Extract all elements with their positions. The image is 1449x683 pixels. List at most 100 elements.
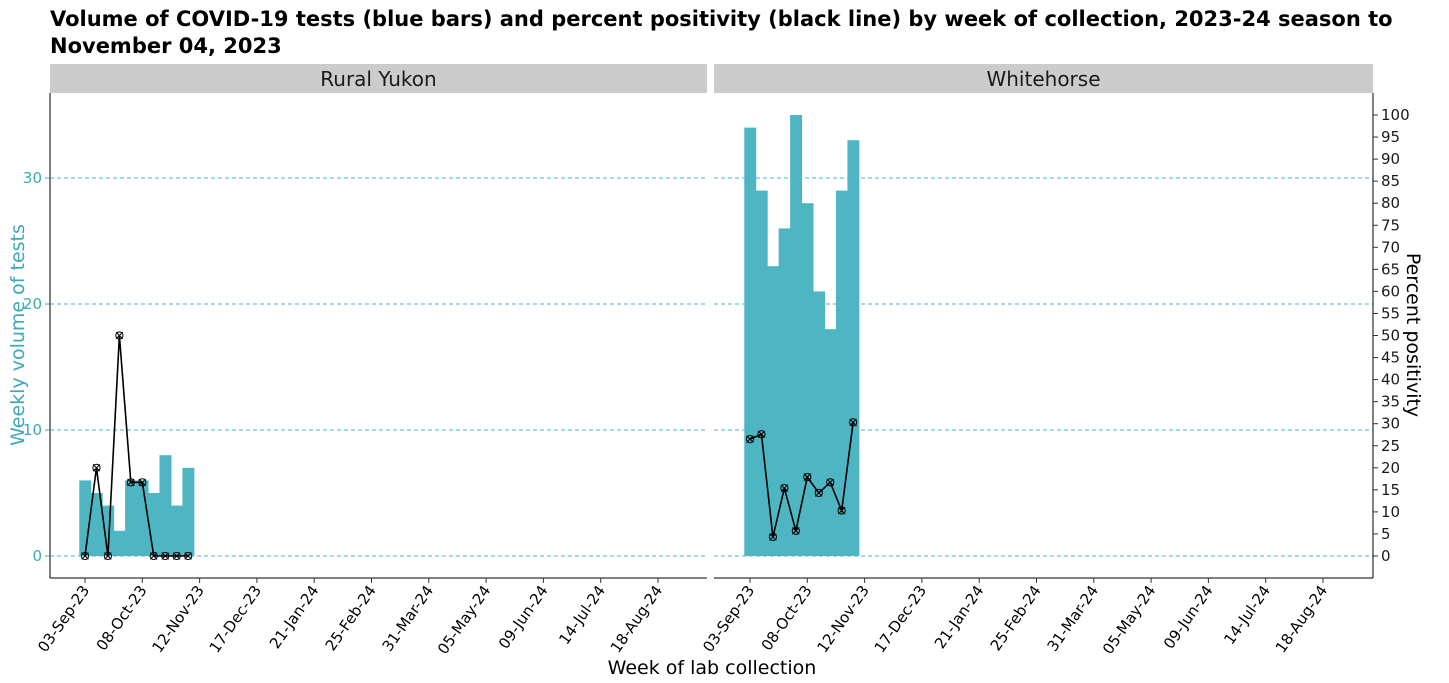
y2-tick-label: 65 xyxy=(1381,260,1400,278)
positivity-line xyxy=(749,422,854,538)
positivity-point xyxy=(115,331,124,340)
x-tick-label: 18-Aug-24 xyxy=(1272,582,1331,656)
y-axis-title: Weekly volume of tests xyxy=(7,224,29,446)
y2-tick-label: 95 xyxy=(1381,128,1400,146)
positivity-point xyxy=(814,488,823,498)
panel-strip xyxy=(714,64,1373,93)
x-tick-label: 08-Oct-23 xyxy=(93,582,151,654)
positivity-point xyxy=(172,551,181,561)
y2-tick-label: 35 xyxy=(1381,393,1400,411)
panel-strip xyxy=(50,64,707,93)
chart-title: Volume of COVID-19 tests (blue bars) and… xyxy=(50,7,1393,58)
positivity-point xyxy=(768,532,778,542)
bar xyxy=(159,455,172,556)
bar xyxy=(113,530,126,556)
y2-tick-label: 90 xyxy=(1381,150,1400,168)
y2-tick-label: 100 xyxy=(1381,106,1410,124)
positivity-point xyxy=(780,483,789,493)
panel-whitehorse: Whitehorse 03-Sep-23 08-Oct-2312-Nov-2317-… xyxy=(699,64,1373,658)
y2-axis-title: Percent positivity xyxy=(1402,253,1424,417)
x-tick-label: 17-Dec-23 xyxy=(206,582,266,656)
y2-tick-label: 85 xyxy=(1381,172,1400,190)
bar xyxy=(813,291,825,556)
x-axis-title: Week of lab collection xyxy=(608,657,817,679)
bar xyxy=(801,203,814,556)
x-tick-label: 14-Jul-24 xyxy=(555,582,609,648)
x-tick-label: 25-Feb-24 xyxy=(322,582,380,654)
x-tick-label: 03-Sep-23 xyxy=(699,582,758,656)
y2-tick-label: 55 xyxy=(1381,304,1400,322)
y2-tick-label: 40 xyxy=(1381,371,1400,389)
bar xyxy=(744,127,757,556)
y2-tick-label: 25 xyxy=(1381,437,1400,455)
y2-tick-label: 50 xyxy=(1381,327,1400,345)
positivity-point xyxy=(791,526,800,535)
x-tick-label: 25-Feb-24 xyxy=(987,582,1045,654)
positivity-point xyxy=(745,435,755,444)
positivity-point xyxy=(103,551,113,561)
y2-tick-label: 45 xyxy=(1381,349,1400,367)
panel-strip-label: Rural Yukon xyxy=(320,67,436,91)
y2-tick-label: 60 xyxy=(1381,282,1400,300)
bar xyxy=(824,329,837,556)
bar xyxy=(170,505,183,556)
positivity-point xyxy=(757,430,766,439)
bar xyxy=(182,467,195,556)
x-tick-label: 03-Sep-23 xyxy=(34,582,93,656)
y-tick-label: 10 xyxy=(23,421,42,439)
panel-strip-label: Whitehorse xyxy=(986,67,1100,91)
positivity-point xyxy=(837,506,846,515)
bar xyxy=(136,480,149,556)
y2-tick-label: 10 xyxy=(1381,503,1400,521)
bar xyxy=(847,140,860,556)
bar xyxy=(90,493,103,556)
bar xyxy=(755,190,768,556)
bar xyxy=(148,493,160,556)
positivity-point xyxy=(803,472,812,482)
panel-rural-yukon: Rural Yukon 03-Sep-23 08-Oct-2312-Nov-2317… xyxy=(34,64,707,658)
bar xyxy=(767,266,780,556)
bar xyxy=(835,190,848,556)
y-tick-label: 0 xyxy=(32,547,42,565)
y2-tick-label: 5 xyxy=(1381,525,1391,543)
x-tick-label: 18-Aug-24 xyxy=(607,582,666,656)
y2-tick-label: 80 xyxy=(1381,194,1400,212)
bar xyxy=(125,480,138,556)
y2-tick-label: 15 xyxy=(1381,481,1400,499)
x-tick-label: 17-Dec-23 xyxy=(871,582,931,656)
x-tick-label: 31-Mar-24 xyxy=(379,582,438,655)
y-tick-label: 30 xyxy=(23,169,42,187)
positivity-line xyxy=(84,335,189,557)
x-tick-label: 09-Jun-24 xyxy=(495,582,552,652)
positivity-point xyxy=(138,478,147,487)
positivity-point xyxy=(849,418,858,427)
positivity-point xyxy=(826,478,835,487)
y2-tick-label: 75 xyxy=(1381,216,1400,234)
y2-tick-label: 0 xyxy=(1381,547,1391,565)
x-tick-label: 12-Nov-23 xyxy=(148,582,207,656)
bar xyxy=(778,228,791,556)
y2-tick-label: 20 xyxy=(1381,459,1400,477)
positivity-point xyxy=(161,551,170,561)
x-tick-label: 21-Jan-24 xyxy=(931,582,988,652)
bar xyxy=(102,505,115,556)
positivity-point xyxy=(149,551,158,561)
positivity-point xyxy=(92,463,101,472)
bar xyxy=(790,115,803,556)
x-tick-label: 05-May-24 xyxy=(434,582,494,658)
x-tick-label: 05-May-24 xyxy=(1099,582,1159,658)
y2-tick-label: 30 xyxy=(1381,415,1400,433)
x-tick-label: 14-Jul-24 xyxy=(1220,582,1274,648)
x-tick-label: 09-Jun-24 xyxy=(1160,582,1217,652)
y-tick-label: 20 xyxy=(23,295,42,313)
x-tick-label: 21-Jan-24 xyxy=(266,582,323,652)
positivity-point xyxy=(184,551,193,561)
x-tick-label: 31-Mar-24 xyxy=(1044,582,1103,655)
y2-tick-label: 70 xyxy=(1381,238,1400,256)
bar xyxy=(79,480,92,556)
axes-layer: 0 10 20 30 0 5 10 15 20 25 30 35 40 45 50 55 60 65 70 75 80 8… xyxy=(23,93,1410,578)
positivity-point xyxy=(80,551,90,561)
x-tick-label: 12-Nov-23 xyxy=(813,582,872,656)
